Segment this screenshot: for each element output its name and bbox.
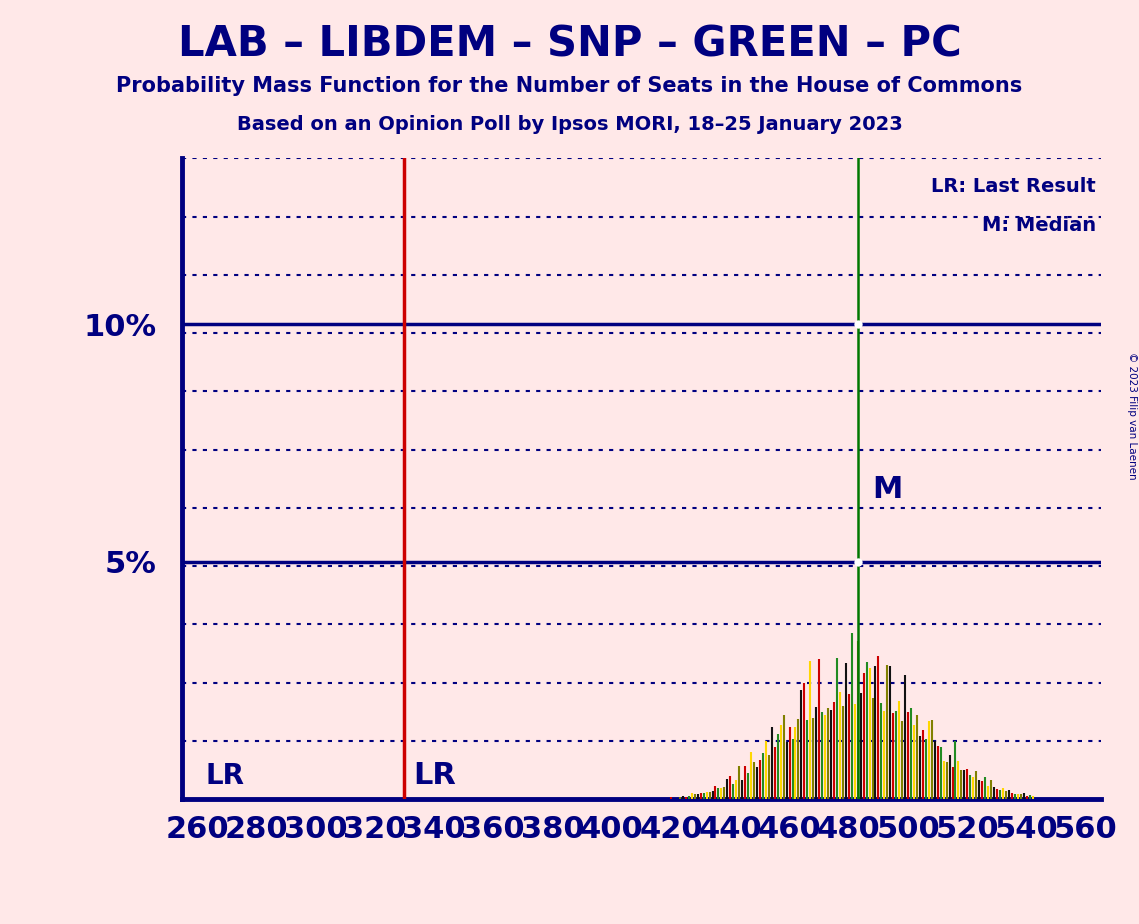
Text: Probability Mass Function for the Number of Seats in the House of Commons: Probability Mass Function for the Number… xyxy=(116,76,1023,96)
Text: M: M xyxy=(872,476,903,505)
Text: M: Median: M: Median xyxy=(982,216,1096,235)
Text: LR: LR xyxy=(206,761,245,790)
Text: Based on an Opinion Poll by Ipsos MORI, 18–25 January 2023: Based on an Opinion Poll by Ipsos MORI, … xyxy=(237,115,902,134)
Text: LAB – LIBDEM – SNP – GREEN – PC: LAB – LIBDEM – SNP – GREEN – PC xyxy=(178,23,961,65)
Text: © 2023 Filip van Laenen: © 2023 Filip van Laenen xyxy=(1126,352,1137,480)
Text: LR: LR xyxy=(413,760,456,790)
Text: LR: Last Result: LR: Last Result xyxy=(932,177,1096,197)
